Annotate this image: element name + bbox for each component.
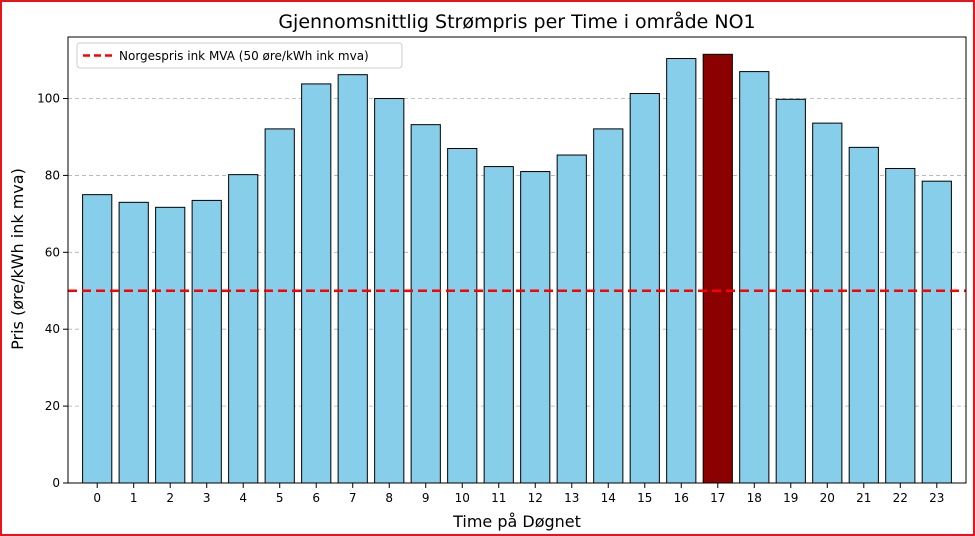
bar-hour-16 [666, 58, 697, 484]
x-tick-label: 0 [93, 491, 101, 505]
x-tick-label: 18 [747, 491, 762, 505]
bar-hour-3 [191, 199, 222, 484]
bar-hour-12 [520, 171, 551, 484]
x-tick-label: 15 [637, 491, 652, 505]
x-tick-label: 4 [239, 491, 247, 505]
bar-hour-14 [593, 128, 624, 484]
bar-hour-9 [410, 124, 441, 484]
legend-box [76, 42, 403, 69]
legend: Norgespris ink MVA (50 øre/kWh ink mva) [76, 42, 403, 69]
x-axis: 0 1 2 3 4 5 6 7 8 9 10 11 12 13 14 15 16 17 18 19 20 21 22 23 [93, 483, 944, 505]
bar-hour-20 [812, 122, 843, 484]
x-tick-label: 2 [166, 491, 174, 505]
y-tick-label: 80 [45, 168, 60, 182]
x-tick-label: 21 [856, 491, 871, 505]
x-tick-label: 1 [130, 491, 138, 505]
bar-hour-1 [118, 201, 149, 484]
bar-hour-0 [82, 194, 113, 484]
y-axis-label: Pris (øre/kWh ink mva) [8, 168, 27, 350]
bar-hour-10 [447, 148, 478, 484]
x-tick-label: 22 [893, 491, 908, 505]
x-tick-label: 20 [820, 491, 835, 505]
bar-hour-6 [301, 83, 332, 484]
x-tick-label: 11 [491, 491, 506, 505]
x-axis-label: Time på Døgnet [452, 512, 581, 531]
bar-hour-21 [848, 146, 879, 484]
x-tick-label: 16 [674, 491, 689, 505]
x-tick-label: 17 [710, 491, 725, 505]
x-tick-label: 10 [455, 491, 470, 505]
bar-hour-17 [702, 53, 733, 484]
x-tick-label: 6 [312, 491, 320, 505]
bar-hour-5 [264, 128, 295, 484]
bar-hour-22 [885, 167, 916, 484]
y-tick-label: 0 [52, 476, 60, 490]
x-tick-label: 19 [783, 491, 798, 505]
x-tick-label: 7 [349, 491, 357, 505]
chart-title: Gjennomsnittlig Strømpris per Time i omr… [278, 10, 755, 33]
bar-hour-13 [556, 154, 587, 484]
x-tick-label: 23 [929, 491, 944, 505]
legend-label: Norgespris ink MVA (50 øre/kWh ink mva) [119, 49, 369, 63]
bar-hour-23 [921, 180, 952, 484]
x-tick-label: 13 [564, 491, 579, 505]
y-tick-label: 60 [45, 245, 60, 259]
bar-hour-18 [739, 71, 770, 484]
y-tick-label: 40 [45, 322, 60, 336]
y-tick-label: 100 [37, 92, 60, 106]
x-tick-label: 8 [385, 491, 393, 505]
x-tick-label: 14 [601, 491, 616, 505]
plot-area [67, 36, 967, 484]
bar-hour-2 [155, 206, 186, 484]
bars [82, 53, 952, 484]
bar-hour-7 [337, 74, 368, 484]
x-tick-label: 3 [203, 491, 211, 505]
x-tick-label: 12 [528, 491, 543, 505]
y-axis: 0 20 40 60 80 100 [37, 92, 68, 490]
bar-hour-4 [228, 174, 259, 484]
bar-hour-11 [483, 166, 514, 484]
x-tick-label: 5 [276, 491, 284, 505]
x-tick-label: 9 [422, 491, 430, 505]
y-tick-label: 20 [45, 399, 60, 413]
bar-hour-15 [629, 93, 660, 484]
